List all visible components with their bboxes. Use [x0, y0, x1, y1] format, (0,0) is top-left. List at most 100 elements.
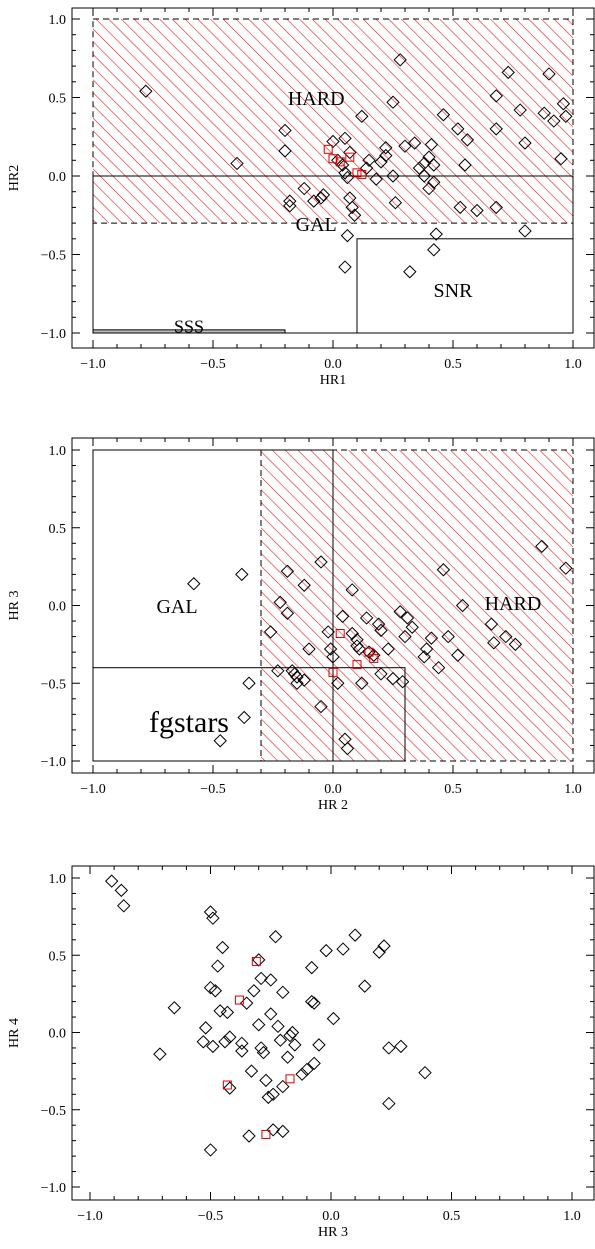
data-point-diamond — [518, 224, 532, 238]
region-label-fgstars: fgstars — [149, 706, 229, 739]
data-point-diamond — [377, 939, 391, 953]
data-point-diamond — [427, 175, 441, 189]
data-point-diamond — [542, 67, 556, 81]
data-point-diamond — [393, 605, 407, 619]
data-point-diamond — [367, 648, 381, 662]
data-point-diamond — [297, 181, 311, 196]
data-point-diamond — [343, 145, 357, 160]
x-tick-label: 1.0 — [564, 357, 582, 372]
data-point-diamond — [352, 642, 367, 656]
data-point-diamond — [247, 984, 261, 998]
x-tick-label: −1.0 — [80, 357, 105, 372]
region-label-snr: SNR — [434, 280, 474, 302]
x-axis-label: HR 2 — [318, 798, 348, 813]
data-point-diamond — [436, 108, 451, 122]
data-point-diamond — [335, 158, 350, 172]
data-point-square — [323, 144, 333, 154]
y-tick-label: −1.0 — [41, 1181, 66, 1196]
data-point-diamond — [453, 200, 467, 215]
data-point-diamond — [278, 123, 292, 138]
data-point-diamond — [321, 625, 335, 639]
data-point-diamond — [261, 1090, 276, 1105]
panel-hr1-hr2: HARD GAL SNR SSS −1.0 −0.5 0.0 0.5 1.0 −1.0 −0.5 0.… — [7, 7, 595, 388]
data-point-diamond — [297, 578, 311, 592]
data-point-diamond — [460, 133, 475, 147]
x-axis-label: HR1 — [320, 373, 346, 388]
data-point-square — [335, 157, 345, 167]
panel-hr3-hr4: −1.0 −0.5 0.0 0.5 1.0 −1.0 −0.5 0.0 0.5 1.0 HR 3 HR… — [7, 865, 595, 1240]
data-point-diamond — [489, 89, 503, 103]
data-point-diamond — [422, 181, 436, 196]
x-tick-label: 0.0 — [322, 1209, 340, 1224]
x-tick-label: −1.0 — [77, 1209, 102, 1224]
data-point-diamond — [213, 1004, 227, 1018]
region-label-gal: GAL — [296, 214, 337, 236]
data-point-diamond — [436, 563, 451, 577]
data-point-diamond — [374, 667, 388, 681]
x-tick-label: 0.5 — [443, 1209, 461, 1224]
data-point-diamond — [237, 710, 251, 725]
data-point-diamond — [139, 84, 153, 98]
data-point-diamond — [283, 194, 297, 208]
data-point-diamond — [556, 97, 571, 111]
data-point-diamond — [271, 664, 285, 678]
data-point-diamond — [374, 623, 388, 638]
data-point-diamond — [381, 642, 395, 656]
data-point-diamond — [307, 194, 321, 208]
y-tick-label: 1.0 — [49, 13, 67, 28]
data-point-diamond — [559, 109, 573, 124]
data-point-diamond — [419, 642, 434, 656]
data-point-diamond — [398, 629, 412, 644]
data-point-square — [364, 647, 374, 657]
data-point-diamond — [338, 260, 352, 274]
data-point-diamond — [196, 1035, 210, 1049]
data-point-diamond — [431, 660, 446, 675]
data-point-diamond — [314, 191, 328, 205]
data-point-diamond — [187, 577, 201, 591]
x-tick-label: 0.0 — [324, 357, 342, 372]
data-point-diamond — [256, 1045, 271, 1060]
data-point-diamond — [314, 699, 328, 714]
region-hard — [260, 449, 574, 762]
y-tick-label: 0.5 — [49, 522, 67, 537]
data-point-diamond — [340, 170, 355, 185]
data-point-diamond — [535, 539, 549, 554]
data-point-diamond — [218, 1035, 232, 1049]
y-axis-label: HR 3 — [7, 591, 22, 621]
region-label-hard: HARD — [288, 88, 345, 110]
data-point-diamond — [470, 203, 484, 218]
y-tick-label: −1.0 — [41, 327, 66, 342]
data-point-diamond — [362, 153, 376, 168]
data-point-diamond — [242, 1129, 256, 1143]
y-tick-label: 0.0 — [49, 1027, 67, 1042]
x-tick-label: 1.0 — [563, 1209, 581, 1224]
data-point-diamond — [280, 1050, 295, 1064]
region-hard — [92, 18, 574, 224]
x-tick-label: 0.0 — [324, 782, 342, 797]
data-point-diamond — [271, 1019, 285, 1034]
data-point-square — [251, 956, 261, 966]
data-point-diamond — [242, 676, 256, 690]
data-point-diamond — [386, 95, 400, 109]
data-point-square — [261, 1129, 271, 1139]
data-point-diamond — [424, 631, 439, 645]
data-point-diamond — [239, 996, 254, 1010]
data-point-diamond — [501, 65, 515, 80]
data-point-diamond — [508, 637, 523, 652]
data-point-diamond — [484, 617, 499, 631]
data-point-diamond — [251, 1018, 266, 1032]
region-fgstars — [92, 667, 406, 762]
data-point-diamond — [358, 979, 372, 993]
y-tick-label: 0.0 — [49, 600, 67, 615]
data-point-diamond — [489, 122, 503, 136]
x-tick-label: −1.0 — [80, 782, 105, 797]
data-point-diamond — [264, 973, 278, 987]
data-point-square — [352, 660, 362, 670]
data-point-diamond — [290, 676, 304, 690]
data-point-square — [285, 1074, 295, 1084]
data-point-diamond — [335, 609, 350, 624]
data-point-diamond — [251, 953, 266, 967]
data-point-diamond — [307, 1056, 321, 1071]
data-point-diamond — [276, 985, 290, 1000]
data-point-square — [328, 154, 338, 164]
